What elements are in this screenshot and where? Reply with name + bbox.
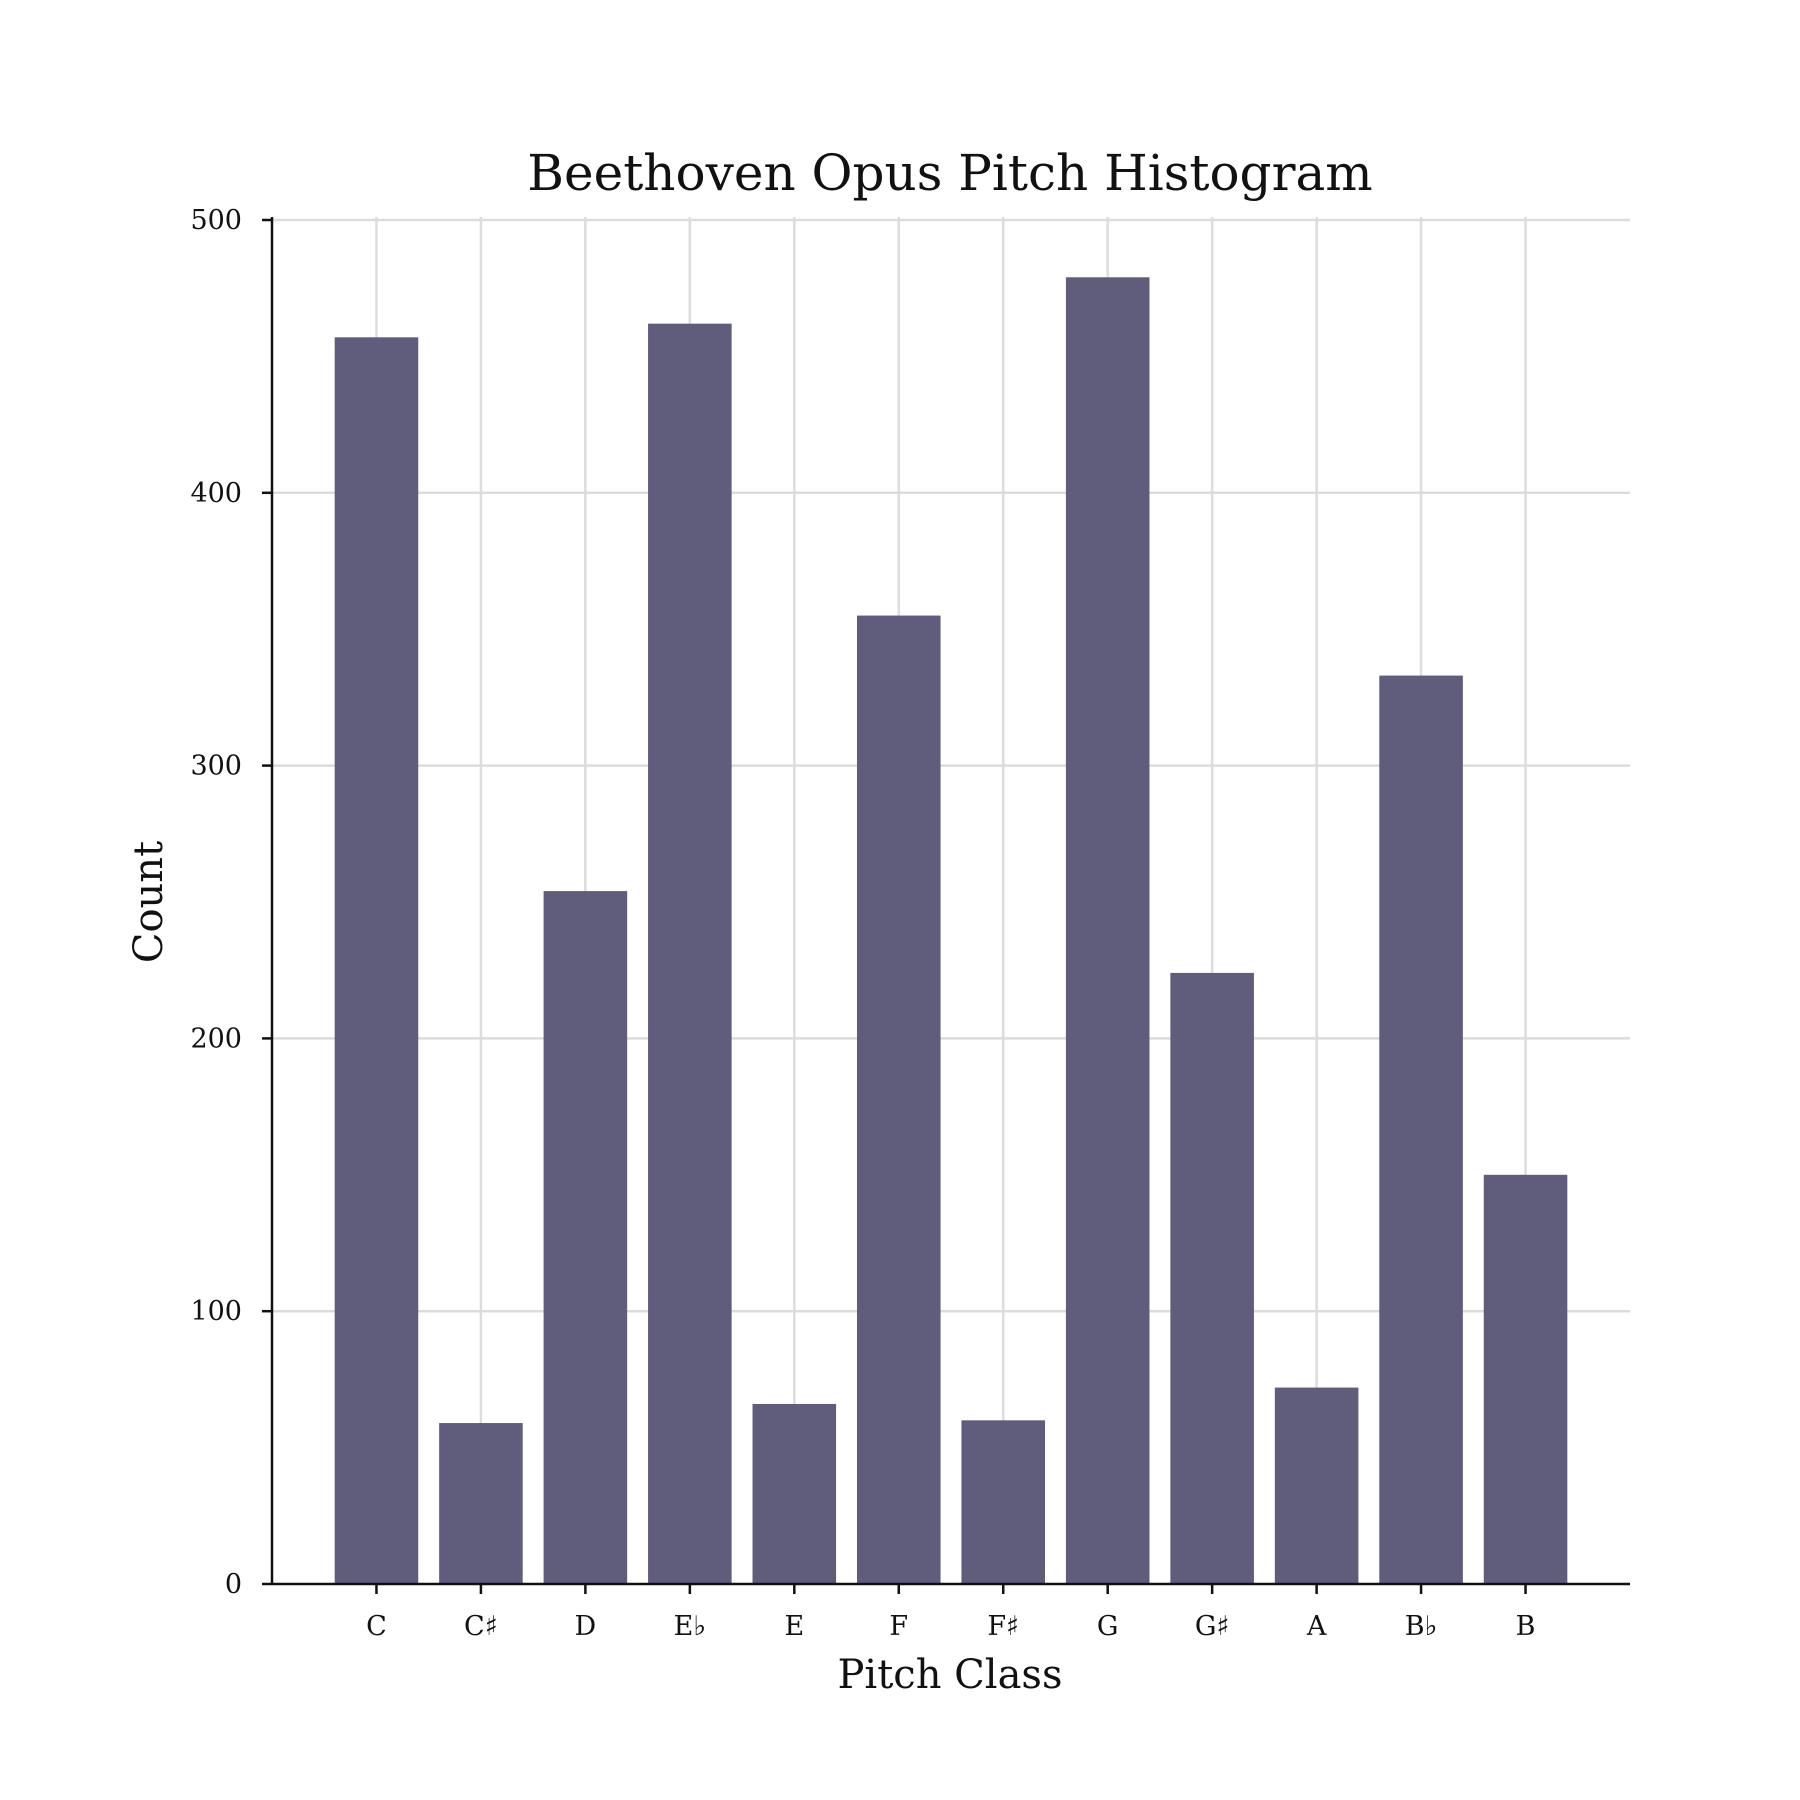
x-tick-label: E bbox=[784, 1611, 804, 1642]
x-tick-label: B bbox=[1516, 1611, 1536, 1642]
bar-11 bbox=[1483, 1174, 1568, 1584]
y-tick-label: 0 bbox=[225, 1569, 242, 1600]
x-tick-label: D bbox=[575, 1611, 597, 1642]
y-tick-label: 500 bbox=[190, 205, 242, 236]
bar-7 bbox=[1065, 277, 1150, 1585]
bar-10 bbox=[1379, 675, 1463, 1584]
ticks: 0 100 200 300 400 500 C C♯ D E♭ E F F♯ G G♯ A B♭ B bbox=[190, 205, 1535, 1642]
x-tick-label: G♯ bbox=[1195, 1611, 1230, 1642]
bar-9 bbox=[1274, 1387, 1359, 1584]
bars bbox=[334, 277, 1568, 1585]
y-tick-label: 200 bbox=[190, 1023, 242, 1054]
bar-3 bbox=[648, 323, 732, 1584]
y-axis-label: Count bbox=[126, 841, 172, 963]
x-tick-label: C bbox=[366, 1611, 387, 1642]
bar-6 bbox=[961, 1420, 1046, 1584]
bar-8 bbox=[1170, 972, 1254, 1584]
x-tick-label: F♯ bbox=[987, 1611, 1019, 1642]
x-tick-label: B♭ bbox=[1405, 1611, 1438, 1642]
bar-0 bbox=[334, 337, 419, 1585]
y-tick-label: 300 bbox=[190, 751, 242, 782]
bar-4 bbox=[752, 1403, 837, 1584]
x-tick-label: E♭ bbox=[674, 1611, 706, 1642]
y-tick-label: 100 bbox=[190, 1296, 242, 1327]
bar-2 bbox=[543, 891, 628, 1584]
x-tick-label: A bbox=[1306, 1611, 1327, 1642]
chart-title: Beethoven Opus Pitch Histogram bbox=[527, 144, 1372, 202]
x-tick-label: F bbox=[889, 1611, 908, 1642]
x-tick-label: C♯ bbox=[464, 1611, 498, 1642]
bar-5 bbox=[856, 615, 941, 1584]
y-tick-label: 400 bbox=[190, 478, 242, 509]
x-tick-label: G bbox=[1097, 1611, 1119, 1642]
bar-1 bbox=[439, 1423, 523, 1584]
axes bbox=[270, 217, 1630, 1586]
x-axis-label: Pitch Class bbox=[838, 1652, 1063, 1698]
